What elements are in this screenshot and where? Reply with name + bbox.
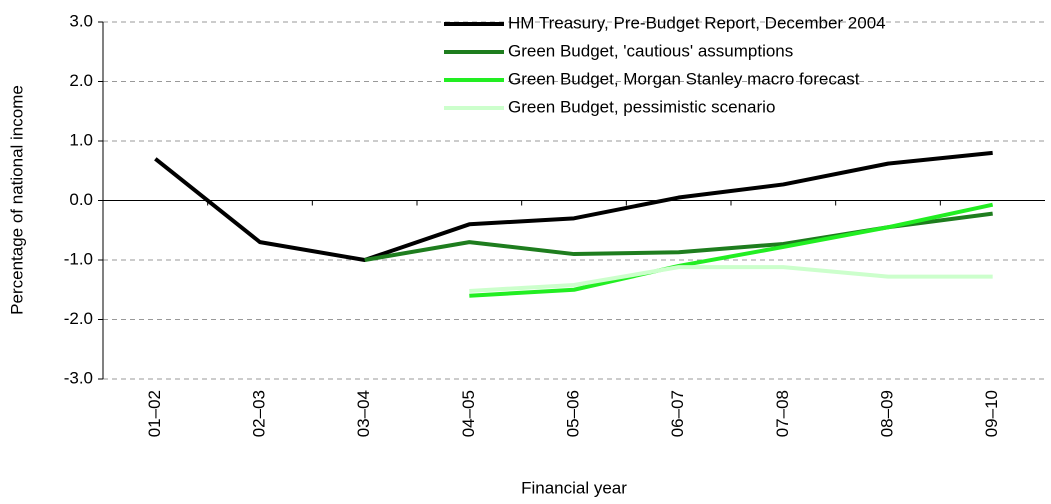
x-tick-label: 07–08: [773, 390, 792, 437]
x-tick-label: 08–09: [877, 390, 896, 437]
x-tick-label: 05–06: [563, 390, 582, 437]
y-tick-label: 1.0: [69, 130, 93, 149]
series-line: [469, 265, 993, 293]
y-tick-label: 3.0: [69, 11, 93, 30]
x-tick-label: 01–02: [145, 390, 164, 437]
series-line: [469, 202, 994, 298]
series-line: [154, 150, 993, 262]
x-tick-label: 03–04: [354, 390, 373, 437]
y-tick-label: -3.0: [64, 368, 93, 387]
x-tick-label: 09–10: [982, 390, 1001, 437]
series-line: [364, 211, 993, 262]
x-axis-title: Financial year: [521, 478, 627, 497]
y-tick-label: -2.0: [64, 309, 93, 328]
legend-label: Green Budget, 'cautious' assumptions: [508, 41, 793, 60]
legend-label: HM Treasury, Pre-Budget Report, December…: [508, 13, 886, 32]
y-tick-label: -1.0: [64, 249, 93, 268]
y-axis-title: Percentage of national income: [7, 85, 26, 315]
legend-label: Green Budget, pessimistic scenario: [508, 97, 775, 116]
x-tick-label: 02–03: [249, 390, 268, 437]
x-tick-label: 06–07: [668, 390, 687, 437]
legend-label: Green Budget, Morgan Stanley macro forec…: [508, 69, 860, 88]
y-tick-label: 0.0: [69, 190, 93, 209]
x-tick-label: 04–05: [459, 390, 478, 437]
y-tick-label: 2.0: [69, 71, 93, 90]
